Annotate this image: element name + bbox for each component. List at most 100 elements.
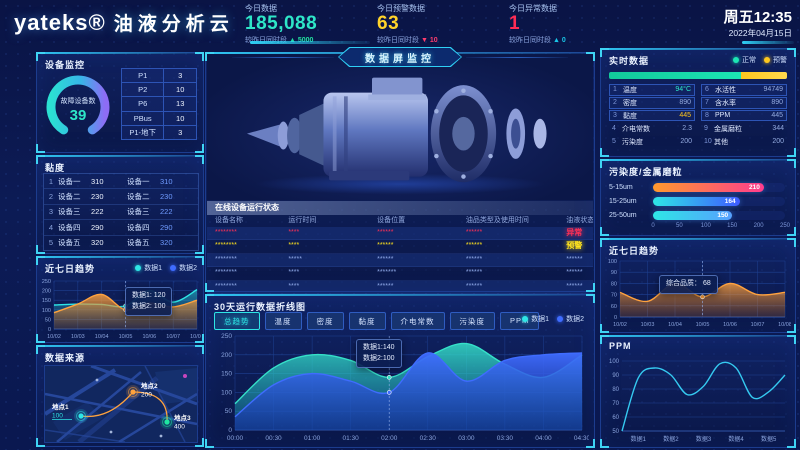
svg-text:00:30: 00:30: [265, 435, 282, 441]
chart-tab[interactable]: 污染度: [449, 312, 495, 330]
panel-contamination: 污染度/金属磨粒 5-15um 210 15-25um 164 25-50um 150 0…: [600, 159, 796, 236]
panel-corner: [600, 324, 609, 333]
axis-tick: 150: [727, 223, 738, 229]
svg-text:0: 0: [48, 327, 51, 333]
svg-text:100: 100: [608, 259, 617, 265]
trend-right-chart: 0 60 70 80 90 100 10/02 10/03 10/04 10/05 10/06 10/…: [608, 259, 791, 327]
device-value: 320: [91, 238, 104, 248]
panel-corner: [36, 144, 45, 153]
table-cell: ********: [215, 269, 237, 277]
ppm-chart: 50 60 70 80 90 100 数据1 数据2 数据3 数据4 数据5: [609, 359, 786, 442]
table-cell: ********: [215, 229, 237, 236]
panel-title: 污染度/金属磨粒: [609, 167, 683, 177]
column-header: 设备名称: [215, 217, 243, 224]
svg-text:数据3: 数据3: [696, 435, 712, 442]
svg-text:100: 100: [609, 359, 620, 365]
chart-tab[interactable]: 温度: [264, 312, 302, 330]
realtime-col-left: 1 温度 94°C 2 密度 890 3 黏度 445 4 介电常数 2.3 5 污染度 200: [609, 84, 695, 148]
legend-item[interactable]: 数据2: [557, 314, 584, 324]
svg-text:70: 70: [611, 293, 617, 299]
svg-text:数据4: 数据4: [728, 435, 744, 442]
badge-body: 数据屏监控: [339, 48, 461, 66]
panel-title: 30天运行数据折线图: [214, 302, 307, 312]
table-row: ******** **** ****** ****** 异常: [207, 227, 593, 241]
svg-text:10/05: 10/05: [696, 322, 710, 327]
list-item: 2 设备二 230 设备二 230: [44, 189, 198, 205]
panel-corner: [600, 159, 609, 168]
device-name-cell: P1: [121, 68, 165, 84]
panel-title: 设备监控: [45, 60, 86, 70]
metric-name: PPM: [715, 111, 731, 119]
svg-text:150: 150: [221, 371, 232, 378]
chart-tab[interactable]: 介电常数: [390, 312, 445, 330]
status-cell: ******: [566, 282, 583, 290]
bar-value: 164: [724, 197, 736, 205]
panel-corner: [195, 245, 204, 254]
panel-corner: [205, 439, 214, 448]
panel-corner: [787, 335, 796, 344]
chart-tab[interactable]: 黏度: [348, 312, 386, 330]
table-cell: *******: [377, 269, 397, 277]
row-index: 3: [613, 111, 617, 119]
row-index: 4: [48, 222, 54, 232]
thirty-day-chart: 0 50 100 150 200 250 00:00 00:30 01:00 01:30 02:00…: [221, 333, 589, 441]
marker-name: 地点2: [141, 381, 158, 390]
device-status-table: 设备名称 运行时间 设备位置 油品类型及使用时间 油液状态 ******** **** ***…: [207, 215, 593, 294]
svg-text:10/07: 10/07: [751, 322, 765, 327]
device-name: 设备五: [127, 238, 150, 248]
map-streets: [45, 366, 197, 442]
metric-value: 890: [771, 99, 783, 107]
engine-image: [246, 77, 547, 195]
legend-item[interactable]: 数据2: [170, 263, 197, 273]
chart-tab[interactable]: PPM: [500, 312, 540, 330]
table-row: *******************************: [207, 253, 593, 268]
metric-value: 890: [679, 99, 691, 107]
stat-label: 今日异常数据: [509, 4, 557, 13]
table-cell: ****: [288, 282, 300, 290]
legend-dot: [764, 57, 770, 63]
panel-corner: [205, 52, 214, 61]
list-item: 5 设备五 320 设备五 320: [44, 236, 198, 250]
row-index: 4: [612, 125, 616, 133]
metric-value: 445: [679, 111, 691, 119]
chart-tab[interactable]: 密度: [306, 312, 344, 330]
table-cell: ******: [377, 282, 394, 290]
device-count-cell: 3: [163, 68, 197, 84]
device-value: 222: [91, 207, 104, 217]
stat-delta: ▼ 10: [420, 36, 438, 44]
chart-tab[interactable]: 总趋势: [214, 312, 260, 330]
panel-title: 近七日趋势: [45, 264, 96, 274]
decor-strip: [742, 41, 794, 44]
compare-label: 较昨日同时段: [377, 36, 421, 44]
svg-text:02:30: 02:30: [420, 435, 437, 441]
device-value: 222: [160, 207, 173, 217]
metric-value: 344: [772, 125, 784, 133]
row-index: 3: [48, 207, 54, 217]
legend-item[interactable]: 预警: [764, 55, 787, 65]
row-index: 5: [48, 238, 54, 248]
device-name: 设备三: [58, 207, 81, 217]
legend-item[interactable]: 数据1: [135, 263, 162, 273]
device-name-cell: P1-地下: [121, 124, 165, 140]
device-value: 320: [160, 238, 173, 248]
table-cell: ******: [465, 242, 483, 250]
row-index: 2: [613, 99, 617, 107]
legend-item[interactable]: 正常: [733, 55, 756, 65]
metric-value: 94°C: [675, 86, 691, 94]
panel-corner: [36, 334, 45, 343]
clock-time: 周五12:35: [723, 9, 792, 26]
metric-value: 200: [680, 138, 692, 146]
legend-item[interactable]: 数据1: [522, 314, 549, 324]
svg-text:10/04: 10/04: [95, 334, 109, 339]
panel-title: 黏度: [45, 163, 66, 173]
chart-tabs: 总趋势 温度 密度 黏度 介电常数 污染度 PPM: [214, 312, 540, 330]
bar-track: 210: [653, 182, 785, 192]
device-count-cell: 10: [163, 82, 197, 98]
table-cell: ******: [377, 242, 394, 250]
panel-corner: [205, 294, 214, 303]
compare-label: 较昨日同时段: [509, 36, 553, 44]
